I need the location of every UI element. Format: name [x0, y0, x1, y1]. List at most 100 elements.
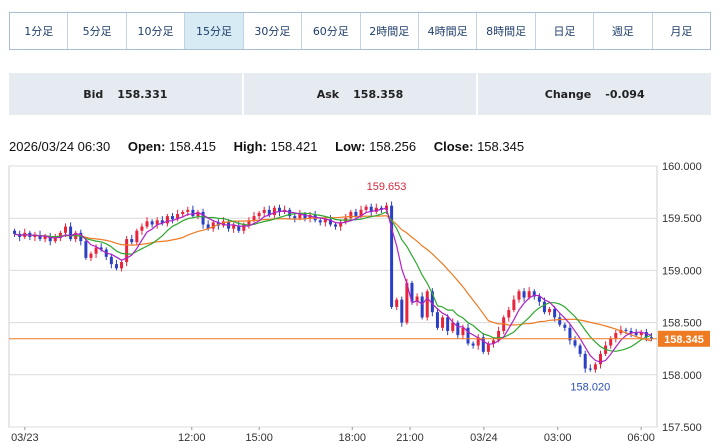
- candle-body: [430, 291, 434, 313]
- tab-timeframe[interactable]: 日足: [536, 13, 595, 49]
- candle-body: [242, 224, 246, 231]
- candle-body: [155, 220, 159, 225]
- open-value: 158.415: [169, 139, 217, 154]
- candle-body: [354, 211, 358, 217]
- y-tick-label: 158.000: [662, 370, 702, 382]
- tab-timeframe[interactable]: 60分足: [302, 13, 361, 49]
- tab-timeframe[interactable]: 30分足: [244, 13, 303, 49]
- candle-body: [532, 291, 536, 297]
- tab-timeframe[interactable]: 10分足: [127, 13, 186, 49]
- candle-body: [293, 216, 297, 219]
- candle-body: [140, 226, 144, 231]
- candle-body: [109, 256, 113, 265]
- candle-body: [165, 216, 169, 224]
- candle-body: [568, 327, 572, 341]
- candle-body: [278, 207, 281, 212]
- candle-body: [553, 309, 557, 318]
- candle-body: [507, 310, 511, 318]
- candle-body: [583, 353, 587, 369]
- candle-body: [542, 301, 546, 313]
- candle-body: [629, 330, 633, 334]
- low-annotation: 158.020: [570, 382, 610, 394]
- candle-body: [257, 212, 261, 217]
- tab-timeframe[interactable]: 8時間足: [477, 13, 536, 49]
- candle-body: [476, 337, 480, 346]
- candle-body: [471, 343, 475, 346]
- candle-body: [435, 312, 439, 328]
- candle-body: [639, 331, 643, 336]
- candle-body: [578, 345, 582, 354]
- candle-body: [634, 333, 638, 336]
- bid-cell: Bid 158.331: [9, 73, 244, 115]
- close-value: 158.345: [477, 139, 525, 154]
- candle-body: [527, 291, 531, 298]
- candle-body: [517, 291, 521, 300]
- candle-body: [588, 368, 592, 370]
- quote-bar: Bid 158.331 Ask 158.358 Change -0.094: [9, 73, 711, 115]
- tab-timeframe[interactable]: 2時間足: [361, 13, 419, 49]
- y-tick-label: 159.000: [662, 265, 702, 277]
- candle-body: [492, 340, 495, 344]
- low-label: Low:: [335, 139, 366, 154]
- ma-long-line: [14, 215, 652, 342]
- candle-body: [461, 327, 465, 336]
- ask-cell: Ask 158.358: [244, 73, 479, 115]
- candle-body: [48, 235, 52, 242]
- ask-value: 158.358: [353, 87, 404, 101]
- candle-body: [191, 209, 195, 217]
- high-annotation: 159.653: [367, 181, 407, 193]
- candle-body: [415, 296, 419, 302]
- candle-body: [114, 264, 118, 269]
- candle-body: [548, 309, 552, 313]
- candle-body: [206, 224, 210, 229]
- candle-body: [33, 234, 37, 237]
- candle-body: [339, 222, 343, 227]
- candle-body: [171, 216, 174, 220]
- candle-body: [267, 209, 271, 216]
- candle-body: [614, 333, 618, 339]
- candle-body: [186, 209, 190, 212]
- x-tick-label: 03/23: [11, 432, 39, 442]
- tab-timeframe[interactable]: 月足: [670, 25, 693, 38]
- candle-body: [99, 247, 103, 250]
- timeframe-tabs: 1分足 5分足 10分足 15分足 30分足 60分足 2時間足 4時間足 8時間足 日足 週足 月足: [9, 12, 711, 50]
- tab-timeframe[interactable]: 1分足: [10, 13, 69, 49]
- x-tick-label: 21:00: [396, 432, 424, 442]
- candle-body: [262, 209, 266, 213]
- candle-body: [364, 206, 368, 210]
- candle-body: [125, 239, 129, 263]
- high-value: 158.421: [270, 139, 318, 154]
- change-label: Change: [544, 87, 592, 101]
- candle-body: [196, 211, 200, 217]
- candle-body: [247, 220, 251, 225]
- x-tick-label: 06:00: [627, 432, 655, 442]
- candle-body: [64, 226, 67, 233]
- candle-body: [395, 299, 399, 307]
- tab-timeframe[interactable]: 4時間足: [419, 13, 478, 49]
- candle-body: [58, 232, 62, 239]
- ma-short-line: [14, 207, 652, 363]
- candle-body: [94, 247, 98, 254]
- tab-timeframe[interactable]: 5分足: [68, 13, 127, 49]
- candle-body: [405, 282, 409, 323]
- candle-body: [181, 211, 185, 215]
- last-price-badge: [658, 330, 710, 347]
- candle-body: [160, 220, 164, 224]
- chart-svg[interactable]: 157.500 158.000 158.500 159.000 159.500 160.0…: [0, 160, 720, 442]
- x-tick-label: 12:00: [178, 432, 206, 442]
- tab-timeframe[interactable]: 週足: [594, 13, 653, 49]
- price-chart[interactable]: 157.500 158.000 158.500 159.000 159.500 160.0…: [0, 160, 720, 442]
- candle-body: [593, 364, 597, 370]
- candle-body: [451, 322, 455, 331]
- candle-body: [135, 230, 139, 243]
- tab-timeframe[interactable]: 15分足: [185, 13, 244, 49]
- candle-body: [252, 216, 256, 221]
- candle-body: [328, 219, 332, 225]
- high-label: High:: [233, 139, 267, 154]
- candle-body: [456, 322, 460, 336]
- candle-body: [232, 225, 236, 229]
- candle-body: [43, 235, 47, 240]
- candle-body: [486, 343, 490, 352]
- candle-body: [425, 291, 429, 318]
- candle-body: [374, 207, 378, 212]
